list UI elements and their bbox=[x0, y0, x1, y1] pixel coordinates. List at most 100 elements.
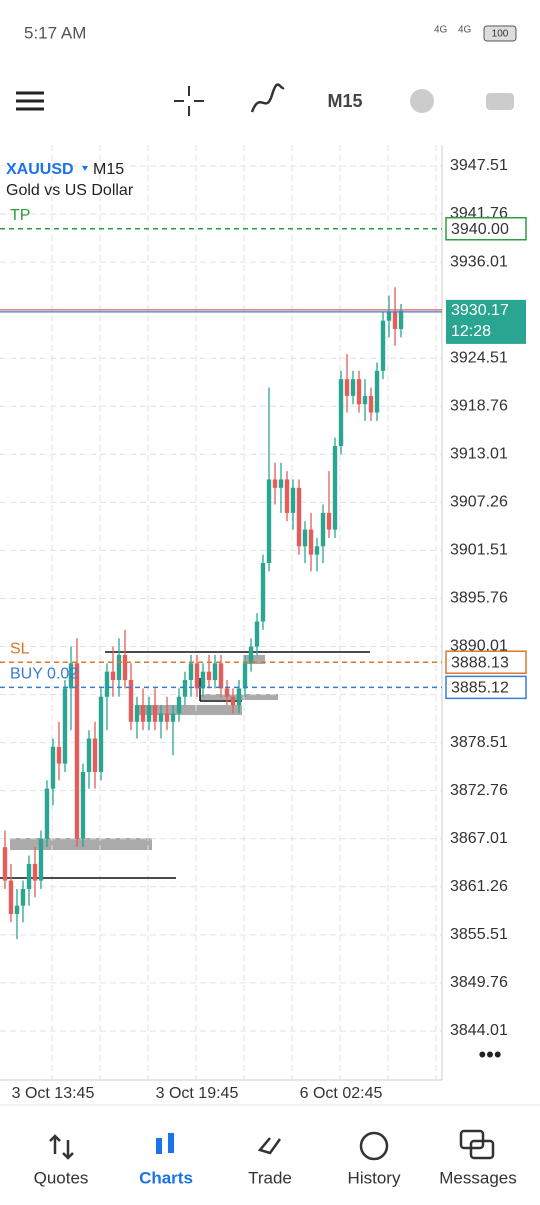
candle-body bbox=[200, 671, 206, 689]
y-tick-label: 3947.51 bbox=[450, 157, 508, 174]
candle-body bbox=[74, 663, 80, 839]
candle-body bbox=[116, 654, 122, 681]
candle-body bbox=[302, 529, 308, 547]
candle-body bbox=[368, 395, 374, 413]
price-countdown: 12:28 bbox=[451, 323, 491, 340]
level-box bbox=[445, 675, 527, 700]
dropdown-icon[interactable] bbox=[82, 166, 88, 171]
indicator-icon[interactable] bbox=[250, 83, 285, 113]
candle-body bbox=[314, 546, 320, 555]
zone bbox=[10, 838, 152, 850]
y-tick-label: 3861.26 bbox=[450, 878, 508, 895]
timeframe-button[interactable]: M15 bbox=[327, 91, 362, 111]
candle-body bbox=[50, 746, 56, 789]
status-time: 5:17 AM bbox=[24, 23, 86, 42]
candle-body bbox=[266, 479, 272, 564]
symbol[interactable]: XAUUSD bbox=[6, 161, 74, 178]
candle-body bbox=[374, 370, 380, 413]
candle-body bbox=[158, 713, 164, 722]
candle-body bbox=[224, 688, 230, 697]
nav-label[interactable]: Trade bbox=[248, 1168, 292, 1187]
nav-label[interactable]: Charts bbox=[139, 1168, 193, 1187]
y-tick-label: 3895.76 bbox=[450, 590, 508, 607]
zone bbox=[135, 705, 242, 715]
candle-body bbox=[182, 680, 188, 697]
messages-icon[interactable] bbox=[469, 1139, 495, 1160]
candle-body bbox=[68, 663, 74, 689]
candle-body bbox=[260, 563, 266, 622]
y-tick-label: 3878.51 bbox=[450, 734, 508, 751]
level-box bbox=[445, 650, 527, 674]
x-tick-label: 3 Oct 19:45 bbox=[156, 1085, 239, 1102]
candle-body bbox=[398, 310, 404, 330]
candle-body bbox=[188, 663, 194, 681]
candle-body bbox=[152, 705, 158, 722]
candle-body bbox=[2, 847, 8, 881]
trade-icon[interactable] bbox=[410, 89, 434, 113]
candle-body bbox=[392, 312, 398, 330]
candle-body bbox=[26, 863, 32, 889]
candle-body bbox=[332, 446, 338, 530]
candle-body bbox=[236, 688, 242, 706]
candle-body bbox=[80, 771, 86, 839]
candle-body bbox=[92, 738, 98, 772]
candle-body bbox=[242, 663, 248, 689]
y-tick-label: 3936.01 bbox=[450, 253, 508, 270]
candle-body bbox=[230, 696, 236, 706]
y-tick-label: 3872.76 bbox=[450, 782, 508, 799]
battery-icon bbox=[483, 25, 517, 42]
y-tick-label: 3849.76 bbox=[450, 974, 508, 991]
more-icon[interactable]: ••• bbox=[478, 1042, 501, 1067]
window-icon[interactable] bbox=[486, 93, 514, 110]
battery: 100 bbox=[492, 29, 509, 40]
price-box bbox=[446, 299, 526, 344]
candle-body bbox=[110, 671, 116, 681]
level-name: BUY 0.02 bbox=[10, 666, 78, 683]
candle-body bbox=[38, 838, 44, 881]
symbol-timeframe: M15 bbox=[93, 161, 124, 178]
candle-body bbox=[86, 738, 92, 772]
candle-body bbox=[254, 621, 260, 647]
level-label: 3885.12 bbox=[451, 680, 509, 697]
candle-body bbox=[356, 379, 362, 405]
crosshair-icon[interactable] bbox=[174, 86, 204, 116]
nav-label[interactable]: Messages bbox=[439, 1168, 516, 1187]
trade-icon[interactable] bbox=[257, 1137, 282, 1155]
candle-body bbox=[194, 663, 200, 689]
candle-body bbox=[344, 379, 350, 396]
candle-body bbox=[8, 880, 14, 915]
candle-body bbox=[218, 663, 224, 689]
candle-body bbox=[308, 529, 314, 555]
candle-body bbox=[290, 487, 296, 513]
price-label: 3930.17 bbox=[451, 302, 509, 319]
y-tick-label: 3855.51 bbox=[450, 926, 508, 943]
candle-body bbox=[386, 312, 392, 321]
candle-body bbox=[98, 696, 104, 772]
candle-body bbox=[320, 512, 326, 547]
candle-body bbox=[278, 479, 284, 488]
level-name: TP bbox=[10, 207, 30, 224]
nav-label[interactable]: Quotes bbox=[34, 1168, 89, 1187]
charts-icon[interactable] bbox=[156, 1133, 174, 1154]
candle-body bbox=[164, 713, 170, 722]
candle-body bbox=[20, 888, 26, 906]
candle-body bbox=[146, 705, 152, 722]
candle-body bbox=[44, 788, 50, 839]
candle-body bbox=[248, 646, 254, 664]
quotes-icon[interactable] bbox=[49, 1134, 74, 1160]
candle-body bbox=[212, 663, 218, 681]
annotations bbox=[0, 145, 442, 1080]
candle-body bbox=[170, 713, 176, 722]
candle-body bbox=[206, 671, 212, 681]
y-tick-label: 3907.26 bbox=[450, 494, 508, 511]
menu-icon[interactable] bbox=[16, 91, 44, 111]
nav-label[interactable]: History bbox=[348, 1168, 401, 1187]
candle-body bbox=[176, 696, 182, 714]
y-tick-label: 3924.51 bbox=[450, 349, 508, 366]
symbol-description: Gold vs US Dollar bbox=[6, 182, 134, 199]
candle-body bbox=[122, 654, 128, 681]
y-tick-label: 3867.01 bbox=[450, 830, 508, 847]
history-icon[interactable] bbox=[359, 1131, 389, 1161]
